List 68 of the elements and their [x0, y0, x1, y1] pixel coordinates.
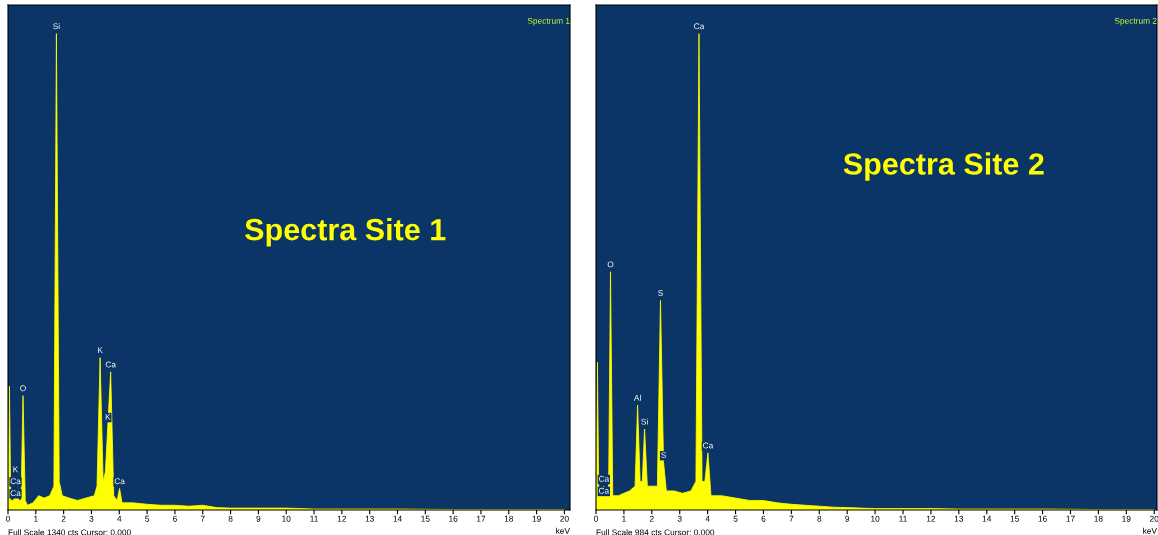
- x-tick-label: 12: [926, 515, 936, 522]
- x-tick-label: 1: [622, 515, 626, 522]
- x-tick-label: 7: [200, 515, 205, 522]
- x-tick-label: 19: [532, 515, 541, 522]
- x-tick-label: 4: [117, 515, 122, 522]
- x-tick-label: 10: [871, 515, 880, 522]
- x-tick-label: 7: [789, 515, 794, 522]
- x-tick-label: 8: [817, 515, 822, 522]
- annotation: K: [105, 414, 111, 420]
- x-tick-label: 3: [89, 515, 94, 522]
- annotation: Ca: [10, 490, 21, 497]
- annotation: Al: [633, 394, 641, 401]
- text: Full Scale 984 cts Cursor: 0.000: [596, 529, 715, 535]
- annotation: K: [97, 347, 103, 354]
- annotation: O: [607, 261, 614, 268]
- x-tick-label: 9: [256, 515, 261, 522]
- x-tick-label: 8: [228, 515, 233, 522]
- x-tick-label: 0: [6, 515, 10, 522]
- x-tick-label: 3: [677, 515, 682, 522]
- annotation: Si: [53, 23, 60, 30]
- x-axis-title: keV: [556, 527, 570, 534]
- x-tick-label: 12: [337, 515, 347, 522]
- x-tick-label: 14: [982, 515, 992, 522]
- annotation: Ca: [10, 478, 21, 485]
- x-tick-label: 14: [393, 515, 402, 522]
- x-axis-title: keV: [1143, 527, 1157, 534]
- x-tick-label: 6: [761, 515, 766, 522]
- x-tick-label: 13: [365, 515, 374, 522]
- x-tick-label: 16: [1038, 515, 1047, 522]
- x-tick-label: 15: [1010, 515, 1019, 522]
- x-tick-label: 17: [1066, 515, 1075, 522]
- annotation: Si: [641, 418, 648, 425]
- annotation: O: [20, 385, 26, 392]
- annotation: S: [658, 290, 663, 296]
- chart-title: Spectrum 1: [527, 17, 570, 26]
- x-tick-label: 5: [733, 515, 738, 522]
- annotation: Ca: [598, 487, 610, 494]
- annotation: Ca: [694, 23, 705, 30]
- x-tick-label: 17: [476, 515, 486, 522]
- x-tick-label: 11: [899, 515, 907, 522]
- x-tick-label: 0: [594, 515, 598, 522]
- x-tick-label: 19: [1122, 515, 1131, 522]
- x-tick-label: 15: [421, 515, 430, 522]
- text: Full Scale 1340 cts Cursor: 0.000: [8, 529, 131, 535]
- annotation: Spectra Site 2: [843, 152, 1044, 181]
- x-tick-label: 2: [61, 515, 66, 522]
- x-tick-label: 11: [310, 515, 318, 522]
- annotation: Ca: [703, 442, 714, 449]
- x-tick-label: 13: [954, 515, 964, 522]
- annotation: Ca: [105, 361, 116, 368]
- annotation: K: [13, 466, 19, 473]
- x-tick-label: 9: [845, 515, 850, 522]
- x-tick-label: 16: [449, 515, 458, 522]
- x-tick-label: 4: [705, 515, 710, 522]
- x-tick-label: 20: [1149, 515, 1158, 522]
- x-tick-label: 18: [504, 515, 514, 522]
- annotation: S: [661, 452, 666, 458]
- x-tick-label: 10: [282, 515, 291, 522]
- x-tick-label: 5: [145, 515, 150, 522]
- x-tick-label: 1: [34, 515, 38, 522]
- x-tick-label: 20: [560, 515, 569, 522]
- chart-title: Spectrum 2: [1114, 17, 1157, 26]
- x-tick-label: 6: [173, 515, 177, 522]
- annotation: Ca: [598, 475, 610, 482]
- annotation: Spectra Site 1: [245, 218, 446, 247]
- annotation: Ca: [114, 478, 125, 485]
- x-tick-label: 18: [1094, 515, 1103, 522]
- x-tick-label: 2: [649, 515, 654, 522]
